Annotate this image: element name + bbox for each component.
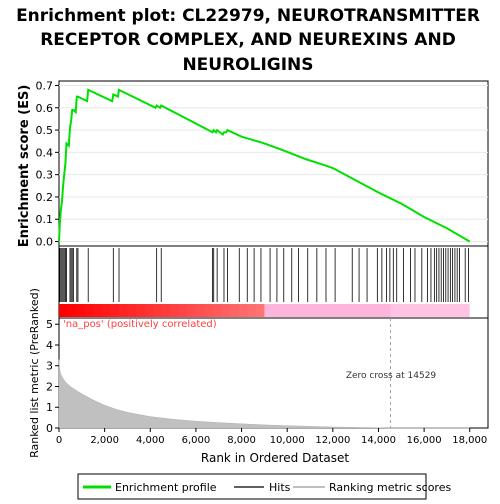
metric-y-ticks: 0 1 2 3 4 5 bbox=[46, 318, 59, 435]
es-y-tick-label: 0.3 bbox=[36, 169, 54, 182]
es-plot-frame bbox=[58, 80, 489, 247]
band-segment-positive bbox=[221, 304, 231, 317]
band-segment-positive bbox=[84, 304, 94, 317]
metric-y-tick-label: 3 bbox=[46, 360, 53, 373]
x-tick-label: 16,000 bbox=[407, 435, 442, 446]
legend-metric-label: Ranking metric scores bbox=[329, 481, 451, 494]
x-tick-label: 18,000 bbox=[452, 435, 487, 446]
ranking-metric-area bbox=[58, 359, 470, 429]
band-segment-positive bbox=[195, 304, 205, 317]
x-tick-label: 0 bbox=[56, 435, 62, 446]
band-segment-positive bbox=[187, 304, 197, 317]
band-segment-positive bbox=[144, 304, 154, 317]
metric-y-tick-label: 5 bbox=[46, 318, 53, 331]
x-axis-label: Rank in Ordered Dataset bbox=[201, 451, 349, 465]
band-segment-positive bbox=[161, 304, 171, 317]
enrichment-profile-line bbox=[58, 88, 471, 243]
es-gridlines bbox=[59, 84, 488, 243]
chart-title-line-1: Enrichment plot: CL22979, NEUROTRANSMITT… bbox=[16, 6, 480, 26]
x-tick-label: 14,000 bbox=[361, 435, 396, 446]
band-segment-positive bbox=[76, 304, 86, 317]
es-y-tick-label: 0.0 bbox=[36, 236, 54, 249]
metric-y-tick-label: 2 bbox=[46, 380, 53, 393]
metric-y-axis-label: Ranked list metric (PreRanked) bbox=[28, 288, 41, 458]
band-segment-positive bbox=[204, 304, 214, 317]
band-segment-positive bbox=[67, 304, 77, 317]
band-segment-negative bbox=[390, 304, 470, 317]
metric-x-ticks: 0 2,000 4,000 6,000 8,000 10,000 12,000 14,000 1… bbox=[56, 428, 487, 446]
band-segment-positive bbox=[101, 304, 111, 317]
band-segment-positive bbox=[118, 304, 128, 317]
band-segment-positive bbox=[127, 304, 137, 317]
metric-y-tick-label: 4 bbox=[46, 339, 53, 352]
metric-y-tick-label: 0 bbox=[46, 422, 53, 435]
es-y-tick-label: 0.1 bbox=[36, 213, 54, 226]
legend-enrichment-label: Enrichment profile bbox=[115, 481, 217, 494]
band-segment-positive bbox=[255, 304, 265, 317]
x-tick-label: 8,000 bbox=[227, 435, 256, 446]
metric-y-tick-label: 1 bbox=[46, 401, 53, 414]
band-segment-positive bbox=[153, 304, 163, 317]
band-segment-positive bbox=[110, 304, 120, 317]
hit-lines bbox=[59, 248, 470, 302]
es-y-tick-label: 0.4 bbox=[36, 146, 54, 159]
zero-cross-label: Zero cross at 14529 bbox=[346, 371, 437, 381]
x-tick-label: 6,000 bbox=[182, 435, 211, 446]
es-y-ticks: 0.0 0.1 0.2 0.3 0.4 0.5 0.6 0.7 bbox=[36, 79, 59, 249]
chart-title-line-2: RECEPTOR COMPLEX, AND NEUREXINS AND bbox=[40, 30, 456, 50]
ranked-list-metric-panel: 0 1 2 3 4 5 0 2,000 4,000 6,000 8,000 10,000 12,000… bbox=[28, 288, 489, 465]
es-y-tick-label: 0.7 bbox=[36, 79, 54, 92]
band-segment-positive bbox=[93, 304, 103, 317]
band-segment-mid bbox=[264, 304, 391, 317]
positive-correlation-label: 'na_pos' (positively correlated) bbox=[63, 319, 217, 330]
band-segment-positive bbox=[170, 304, 180, 317]
band-segment-positive bbox=[59, 304, 69, 317]
chart-legend: Enrichment profile Hits Ranking metric s… bbox=[77, 473, 451, 500]
band-segment-positive bbox=[178, 304, 188, 317]
x-tick-label: 10,000 bbox=[270, 435, 305, 446]
es-y-axis-label: Enrichment score (ES) bbox=[17, 85, 32, 248]
es-y-tick-label: 0.2 bbox=[36, 191, 54, 204]
x-tick-label: 4,000 bbox=[136, 435, 165, 446]
hits-panel bbox=[58, 245, 489, 319]
es-y-tick-label: 0.6 bbox=[36, 102, 54, 115]
enrichment-profile-panel: 0.0 0.1 0.2 0.3 0.4 0.5 0.6 0.7 Enrichment scor… bbox=[17, 79, 489, 249]
es-y-tick-label: 0.5 bbox=[36, 124, 54, 137]
rank-color-band bbox=[59, 304, 470, 317]
band-segment-positive bbox=[238, 304, 248, 317]
band-segment-positive bbox=[230, 304, 240, 317]
band-segment-positive bbox=[213, 304, 223, 317]
band-segment-positive bbox=[247, 304, 257, 317]
metric-plot-frame bbox=[58, 317, 489, 429]
legend-hits-label: Hits bbox=[269, 481, 291, 494]
x-tick-label: 12,000 bbox=[315, 435, 350, 446]
x-tick-label: 2,000 bbox=[90, 435, 119, 446]
band-segment-positive bbox=[136, 304, 146, 317]
chart-title-line-3: NEUROLIGINS bbox=[182, 55, 313, 75]
